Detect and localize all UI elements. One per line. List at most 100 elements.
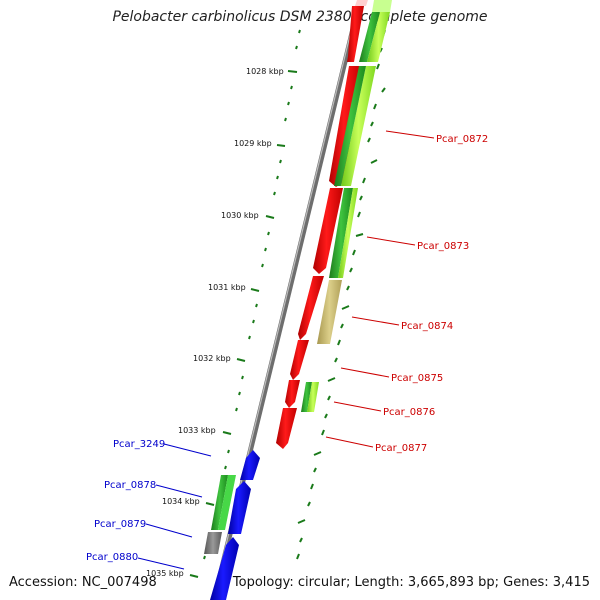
leader-pcar-0880 bbox=[137, 557, 185, 570]
inner-tick-major bbox=[205, 502, 215, 506]
feature-track-outer bbox=[301, 0, 392, 412]
outer-tick bbox=[307, 501, 311, 507]
inner-tick bbox=[255, 303, 258, 308]
gene-label-pcar-0878[interactable]: Pcar_0878 bbox=[104, 480, 156, 491]
scale-label-1034: 1034 kbp bbox=[162, 497, 200, 506]
outer-tick bbox=[370, 159, 378, 164]
reverse-strand-cds-track bbox=[276, 0, 368, 449]
feature-green-pcar-0876[interactable] bbox=[301, 382, 312, 412]
outer-tick bbox=[340, 323, 344, 329]
forward-strand-cds-track bbox=[210, 450, 260, 600]
scale-label-1029: 1029 kbp bbox=[234, 139, 272, 148]
inner-tick bbox=[279, 159, 282, 164]
feature-green-pcar-0872[interactable] bbox=[334, 66, 366, 186]
feature-green[interactable] bbox=[359, 12, 380, 62]
cds-arrow-pcar-0880[interactable] bbox=[210, 537, 239, 600]
inner-tick-major bbox=[250, 288, 260, 292]
cds-arrow[interactable] bbox=[347, 6, 364, 62]
leader-pcar-0879 bbox=[145, 523, 193, 538]
leader-pcar-0873 bbox=[366, 236, 416, 246]
feature-lime-pcar-0876[interactable] bbox=[307, 382, 319, 412]
leader-pcar-0874 bbox=[351, 316, 400, 326]
scale-label-1030: 1030 kbp bbox=[221, 211, 259, 220]
scale-label-1033: 1033 kbp bbox=[178, 426, 216, 435]
cds-arrow-pcar-0877[interactable] bbox=[276, 408, 297, 449]
inner-tick bbox=[267, 231, 270, 236]
gene-label-pcar-3249[interactable]: Pcar_3249 bbox=[113, 439, 165, 450]
gene-label-pcar-0877[interactable]: Pcar_0877 bbox=[375, 443, 427, 454]
outer-tick bbox=[370, 121, 374, 127]
scale-label-1035: 1035 kbp bbox=[146, 569, 184, 578]
outer-tick bbox=[327, 377, 336, 382]
outer-tick bbox=[357, 211, 361, 218]
cds-arrow-pcar-0878[interactable] bbox=[228, 481, 251, 534]
outer-tick bbox=[376, 63, 380, 70]
gene-labels: Pcar_0872 Pcar_0873 Pcar_0874 Pcar_0875 … bbox=[86, 134, 488, 563]
inner-tick bbox=[295, 45, 298, 50]
inner-tick-major bbox=[265, 215, 275, 219]
cds-arrow-pcar-0874[interactable] bbox=[298, 276, 324, 340]
outer-tick bbox=[337, 339, 341, 346]
gene-label-pcar-0873[interactable]: Pcar_0873 bbox=[417, 241, 469, 252]
outer-tick bbox=[381, 87, 386, 93]
outer-tick bbox=[362, 177, 366, 184]
feature-fragment bbox=[372, 0, 392, 12]
inner-tick bbox=[261, 263, 264, 268]
cds-arrow-pcar-0876[interactable] bbox=[285, 380, 300, 408]
gene-label-pcar-0880[interactable]: Pcar_0880 bbox=[86, 552, 138, 563]
cds-arrow-pcar-3249[interactable] bbox=[240, 450, 260, 480]
inner-tick-major bbox=[287, 70, 298, 73]
scale-label-1031: 1031 kbp bbox=[208, 283, 246, 292]
inner-tick bbox=[248, 335, 251, 340]
outer-tick bbox=[296, 553, 300, 560]
outer-tick bbox=[297, 519, 306, 524]
feature-lime-pcar-0872[interactable] bbox=[341, 66, 376, 186]
inner-tick bbox=[273, 191, 276, 196]
inner-tick bbox=[264, 247, 267, 252]
genome-title: Pelobacter carbinolicus DSM 2380, comple… bbox=[112, 9, 488, 25]
outer-tick bbox=[355, 233, 364, 237]
inner-tick bbox=[287, 101, 290, 106]
outer-tick bbox=[313, 451, 322, 456]
feature-track-inner bbox=[204, 475, 236, 554]
accession-text: Accession: NC_007498 bbox=[9, 575, 157, 590]
outer-tick bbox=[367, 137, 371, 143]
outer-tick bbox=[327, 395, 331, 401]
feature-green-pcar-0873[interactable] bbox=[329, 188, 353, 278]
gene-label-pcar-0874[interactable]: Pcar_0874 bbox=[401, 321, 453, 332]
scale-labels: 1028 kbp 1029 kbp 1030 kbp 1031 kbp 1032… bbox=[146, 67, 284, 578]
inner-tick bbox=[290, 85, 293, 90]
inner-tick bbox=[276, 175, 279, 180]
outer-tick bbox=[349, 267, 353, 273]
inner-tick-major bbox=[276, 144, 286, 147]
inner-tick-major bbox=[236, 358, 246, 362]
feature-gray-pcar-0879[interactable] bbox=[204, 532, 222, 554]
outer-tick bbox=[334, 357, 338, 363]
feature-tan-pcar-0874[interactable] bbox=[317, 280, 342, 344]
gene-label-pcar-0879[interactable]: Pcar_0879 bbox=[94, 519, 146, 530]
cds-arrow-pcar-0875[interactable] bbox=[290, 340, 309, 380]
feature-green-pcar-0878[interactable] bbox=[211, 475, 228, 530]
gene-label-pcar-0876[interactable]: Pcar_0876 bbox=[383, 407, 435, 418]
inner-tick-major bbox=[222, 431, 232, 435]
outer-tick bbox=[299, 537, 303, 543]
outer-tick bbox=[341, 305, 350, 310]
inner-tick bbox=[238, 391, 241, 396]
outer-tick bbox=[373, 103, 377, 110]
outer-tick bbox=[346, 285, 350, 291]
feature-lime[interactable] bbox=[367, 12, 390, 62]
leader-pcar-3249 bbox=[163, 443, 212, 457]
feature-lime-pcar-0873[interactable] bbox=[338, 188, 358, 278]
gene-label-pcar-0875[interactable]: Pcar_0875 bbox=[391, 373, 443, 384]
inner-tick bbox=[298, 29, 301, 34]
cds-arrow-pcar-0873[interactable] bbox=[313, 188, 343, 274]
leader-pcar-0878 bbox=[155, 484, 203, 498]
inner-tick bbox=[241, 375, 244, 380]
gene-label-pcar-0872[interactable]: Pcar_0872 bbox=[436, 134, 488, 145]
cds-fragment bbox=[355, 0, 368, 6]
outer-tick bbox=[352, 249, 356, 256]
feature-green-light-pcar-0878[interactable] bbox=[218, 475, 236, 530]
scale-label-1028: 1028 kbp bbox=[246, 67, 284, 76]
